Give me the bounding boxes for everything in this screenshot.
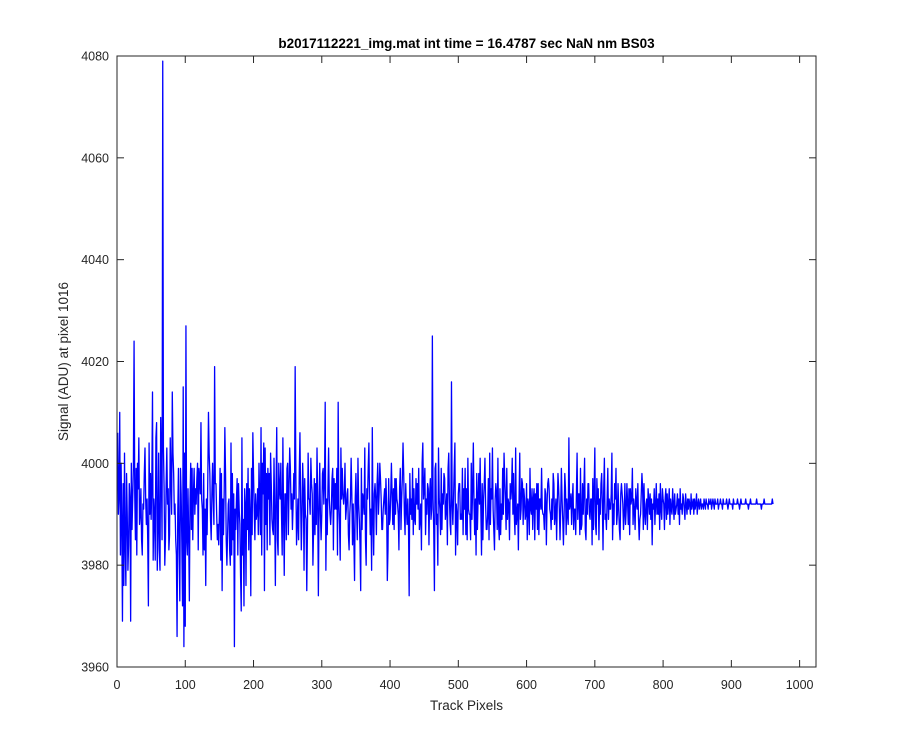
x-tick-label: 300: [311, 678, 332, 692]
x-tick-label: 500: [448, 678, 469, 692]
axes-box: [116, 55, 817, 668]
y-tick-label: 3960: [81, 661, 109, 675]
x-tick-label: 600: [516, 678, 537, 692]
y-tick-label: 4000: [81, 457, 109, 471]
y-tick-label: 4020: [81, 355, 109, 369]
x-tick-label: 200: [243, 678, 264, 692]
x-axis-label: Track Pixels: [430, 698, 503, 713]
x-tick-label: 700: [584, 678, 605, 692]
x-tick-label: 100: [175, 678, 196, 692]
ticks-layer: 0 100 200 300 400 500 600 700 800 900 1000 3960 3980…: [81, 50, 816, 692]
x-tick-label: 0: [114, 678, 121, 692]
y-tick-label: 3980: [81, 559, 109, 573]
y-tick-label: 4040: [81, 253, 109, 267]
series-layer: [117, 60, 774, 648]
y-axis-label: Signal (ADU) at pixel 1016: [56, 282, 71, 441]
x-tick-label: 400: [380, 678, 401, 692]
x-tick-label: 900: [721, 678, 742, 692]
series-line-1: [117, 60, 774, 648]
y-tick-label: 4080: [81, 50, 109, 64]
x-tick-label: 1000: [786, 678, 814, 692]
chart-title: b2017112221_img.mat int time = 16.4787 s…: [278, 36, 655, 51]
y-tick-label: 4060: [81, 151, 109, 165]
x-tick-label: 800: [653, 678, 674, 692]
